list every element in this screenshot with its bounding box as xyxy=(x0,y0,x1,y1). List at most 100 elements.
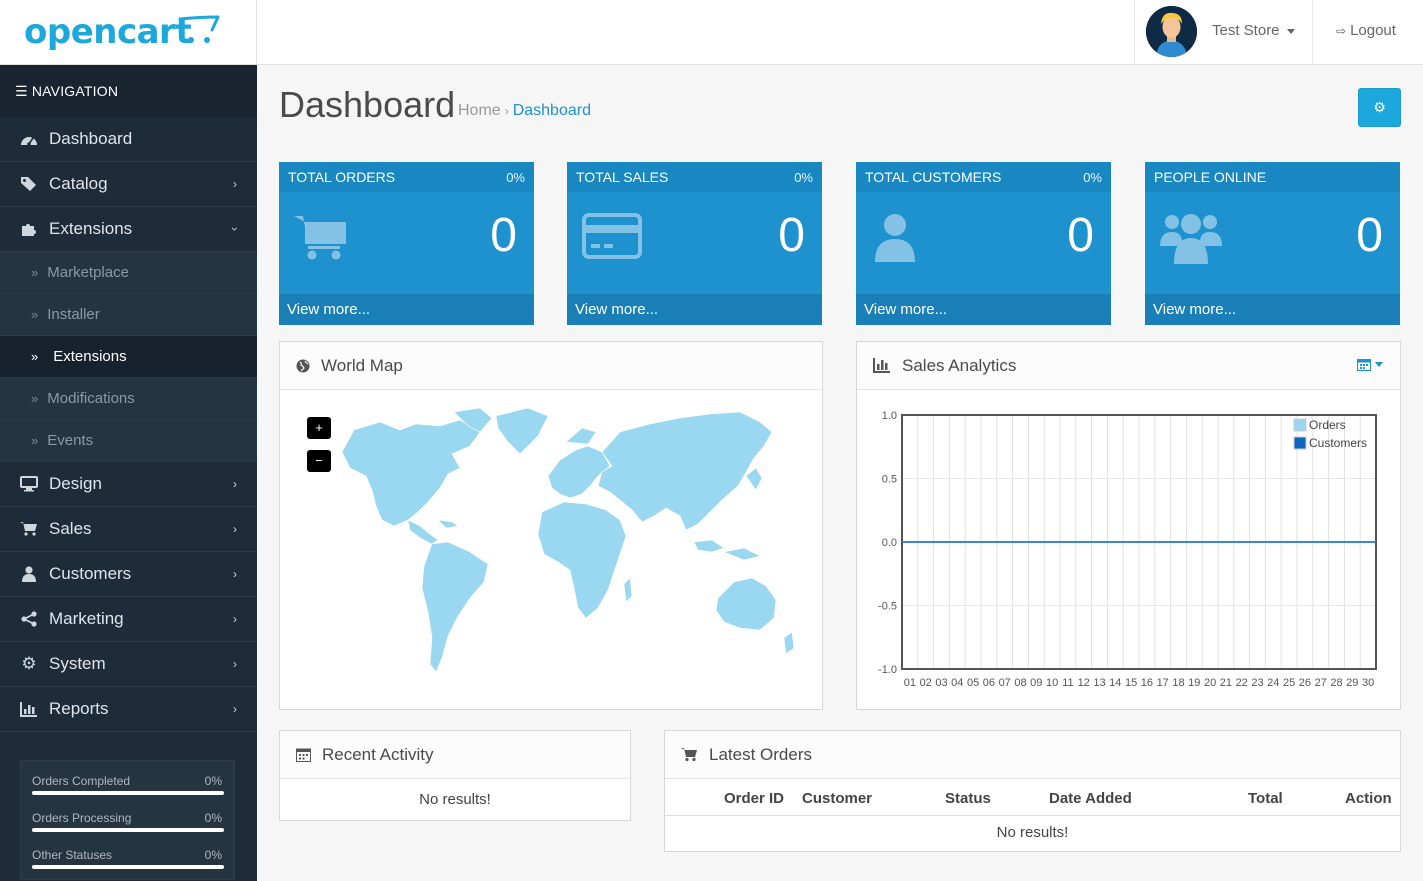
x-tick-label: 05 xyxy=(967,677,979,689)
column-header[interactable]: Action xyxy=(1345,790,1392,807)
tile-view-more-link[interactable]: View more... xyxy=(856,294,1111,325)
sidebar-item-system[interactable]: ⚙ System › xyxy=(0,642,257,687)
sidebar-item-sales[interactable]: Sales › xyxy=(0,507,257,552)
column-header[interactable]: Customer xyxy=(802,790,873,807)
users-icon xyxy=(1160,214,1222,264)
sidebar-subitem-events[interactable]: » Events xyxy=(0,420,257,462)
tile-view-more-link[interactable]: View more... xyxy=(567,294,822,325)
sidebar-item-design[interactable]: Design › xyxy=(0,462,257,507)
settings-button[interactable]: ⚙ xyxy=(1358,88,1401,127)
panel-title: Recent Activity xyxy=(322,744,434,764)
calendar-icon xyxy=(1357,359,1371,371)
progress-bar xyxy=(32,865,224,869)
chevron-right-icon: › xyxy=(233,522,237,536)
chevron-down-icon xyxy=(1375,362,1383,367)
world-map-svg[interactable] xyxy=(320,402,810,692)
x-tick-label: 22 xyxy=(1236,677,1248,689)
legend-swatch xyxy=(1293,418,1307,432)
angle-double-right-icon: » xyxy=(31,391,39,406)
chevron-down-icon[interactable] xyxy=(1287,29,1295,34)
column-header[interactable]: Total xyxy=(1248,790,1283,807)
empty-state-text: No results! xyxy=(996,824,1069,841)
user-menu[interactable]: Test Store xyxy=(1134,0,1313,64)
x-tick-label: 24 xyxy=(1267,677,1279,689)
x-tick-label: 16 xyxy=(1141,677,1153,689)
recent-activity-panel: Recent Activity No results! xyxy=(279,730,631,821)
sidebar-subitem-modifications[interactable]: » Modifications xyxy=(0,378,257,420)
sidebar-item-customers[interactable]: Customers › xyxy=(0,552,257,597)
zoom-in-button[interactable]: + xyxy=(307,417,331,439)
tile-title: TOTAL ORDERS xyxy=(288,169,396,185)
sales-analytics-chart[interactable]: 1.0 0.5 0.0 -0.5 -1.0 01 02 03 04 05 06 07 08 09 10 11 1… xyxy=(857,391,1400,709)
globe-icon xyxy=(296,359,310,373)
user-icon xyxy=(20,566,38,582)
tile-value: 0 xyxy=(1067,209,1094,262)
y-tick-label: 1.0 xyxy=(882,410,897,422)
x-tick-label: 30 xyxy=(1362,677,1374,689)
opencart-logo[interactable]: opencart xyxy=(24,12,192,52)
stat-label: Other Statuses xyxy=(32,848,113,862)
sidebar-item-dashboard[interactable]: Dashboard xyxy=(0,117,257,162)
tile-view-more-link[interactable]: View more... xyxy=(1145,294,1400,325)
logout-link[interactable]: ⇨ Logout xyxy=(1336,22,1396,39)
tile-view-more-link[interactable]: View more... xyxy=(279,294,534,325)
tile-value: 0 xyxy=(490,209,517,262)
chevron-right-icon: › xyxy=(233,612,237,626)
sidebar-item-reports[interactable]: Reports › xyxy=(0,687,257,732)
y-tick-label: -1.0 xyxy=(878,664,897,676)
sidebar-item-extensions[interactable]: Extensions › xyxy=(0,207,257,252)
progress-bar xyxy=(32,828,224,832)
share-icon xyxy=(20,611,38,627)
angle-double-right-icon: » xyxy=(31,307,39,322)
x-tick-label: 17 xyxy=(1157,677,1169,689)
sidebar-item-catalog[interactable]: Catalog › xyxy=(0,162,257,207)
breadcrumb-current[interactable]: Dashboard xyxy=(512,102,591,119)
x-tick-label: 28 xyxy=(1330,677,1342,689)
tile-heading: TOTAL CUSTOMERS 0% xyxy=(856,162,1111,192)
panel-heading: World Map xyxy=(280,342,822,390)
sidebar-item-marketing[interactable]: Marketing › xyxy=(0,597,257,642)
stat-orders-processing: Orders Processing 0% xyxy=(31,806,224,843)
tile-total-orders: TOTAL ORDERS 0% 0 View more... xyxy=(279,162,534,325)
sign-out-icon: ⇨ xyxy=(1336,24,1347,38)
panel-title: Sales Analytics xyxy=(902,355,1017,375)
x-tick-label: 02 xyxy=(920,677,932,689)
tile-title: TOTAL SALES xyxy=(576,169,669,185)
sales-analytics-panel: Sales Analytics 1.0 0.5 0.0 -0.5 -1.0 01 02 03 0… xyxy=(856,341,1401,710)
desktop-icon xyxy=(20,476,38,492)
breadcrumb-home[interactable]: Home xyxy=(458,102,501,119)
panel-title: World Map xyxy=(321,355,403,375)
sidebar-subitem-marketplace[interactable]: » Marketplace xyxy=(0,252,257,294)
cog-icon: ⚙ xyxy=(21,654,37,673)
user-avatar[interactable] xyxy=(1146,6,1197,57)
tile-heading: TOTAL ORDERS 0% xyxy=(279,162,534,192)
table-divider xyxy=(665,815,1400,816)
tile-value: 0 xyxy=(778,209,805,262)
x-tick-label: 14 xyxy=(1109,677,1121,689)
sidebar-subitem-label: Modifications xyxy=(47,390,135,407)
sidebar-subitem-label: Installer xyxy=(47,306,100,323)
sidebar-subitem-installer[interactable]: » Installer xyxy=(0,294,257,336)
column-header[interactable]: Date Added xyxy=(1049,790,1132,807)
tile-title: TOTAL CUSTOMERS xyxy=(865,169,1002,185)
top-header: opencart Test Store ⇨ Logout xyxy=(0,0,1423,65)
stat-orders-completed: Orders Completed 0% xyxy=(31,769,224,806)
navigation-heading[interactable]: ☰ NAVIGATION xyxy=(0,65,257,117)
sidebar: ☰ NAVIGATION Dashboard Catalog › Extensi… xyxy=(0,65,257,881)
x-tick-label: 21 xyxy=(1220,677,1232,689)
column-header[interactable]: Order ID xyxy=(724,790,785,807)
sidebar-subitem-extensions[interactable]: » Extensions xyxy=(0,336,257,378)
column-header[interactable]: Status xyxy=(945,790,991,807)
store-name[interactable]: Test Store xyxy=(1212,22,1280,39)
x-tick-label: 19 xyxy=(1188,677,1200,689)
tile-value: 0 xyxy=(1356,209,1383,262)
sidebar-item-label: Design xyxy=(49,474,102,493)
zoom-out-button[interactable]: − xyxy=(307,450,331,472)
chevron-right-icon: › xyxy=(233,177,237,191)
cog-icon: ⚙ xyxy=(1373,99,1386,115)
angle-double-right-icon: » xyxy=(31,349,39,364)
chart-range-dropdown[interactable] xyxy=(1357,358,1383,371)
world-map-land[interactable] xyxy=(341,407,795,673)
chevron-down-icon: › xyxy=(228,227,242,231)
panel-heading: Recent Activity xyxy=(280,731,630,779)
